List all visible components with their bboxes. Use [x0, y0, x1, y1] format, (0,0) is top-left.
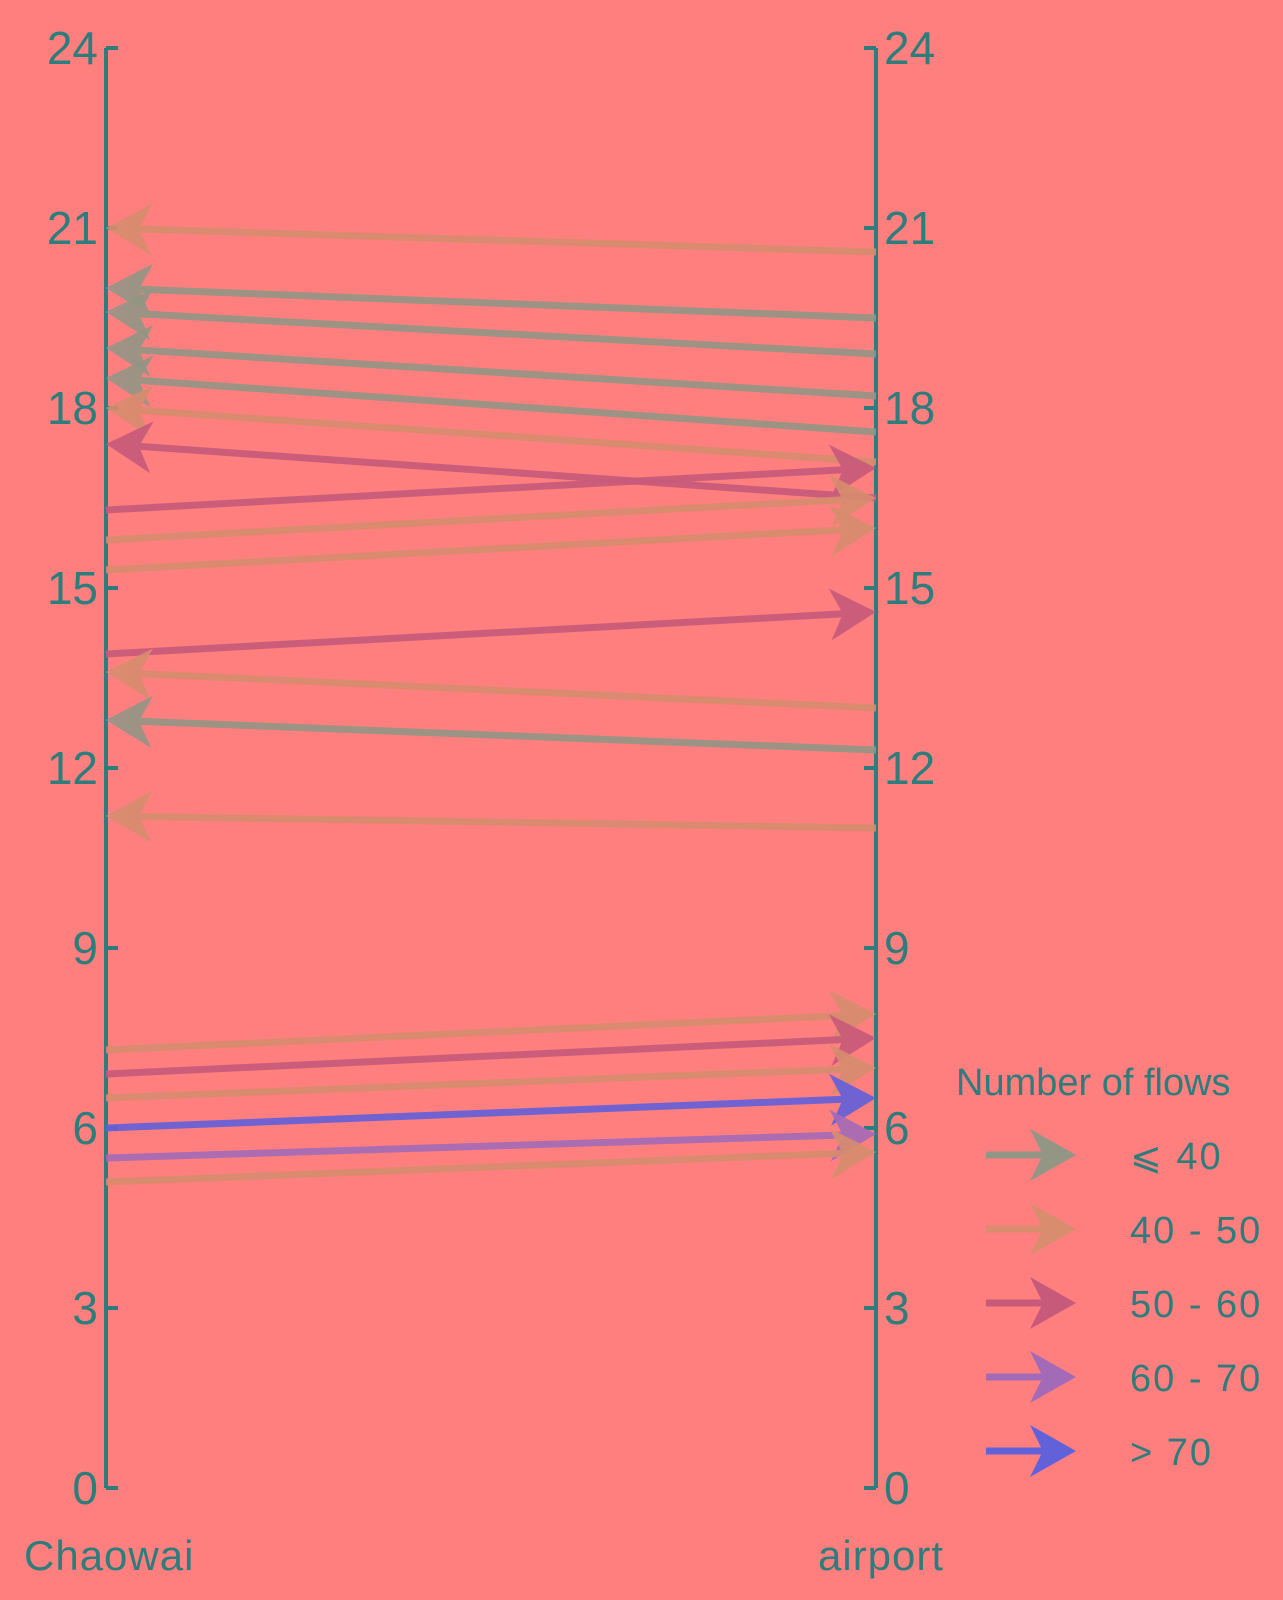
right-axis-label: airport: [818, 1532, 944, 1579]
flow-arrow: [106, 263, 877, 322]
flow-arrow: [105, 474, 876, 544]
left-axis-label: Chaowai: [24, 1532, 194, 1579]
flow-arrow-shaft: [137, 310, 877, 358]
flow-arrow: [105, 1073, 876, 1132]
flow-arrow-shaft: [138, 813, 877, 832]
flow-arrow-head: [828, 504, 876, 557]
left-tick-label: 18: [47, 382, 98, 434]
flow-arrow-head: [106, 648, 154, 701]
flow-arrow: [106, 695, 877, 754]
flow-arrow-head: [829, 1127, 876, 1180]
right-tick-label: 3: [884, 1282, 910, 1334]
flow-arrow-shaft: [137, 442, 877, 502]
flow-arrow-head: [106, 790, 153, 843]
flow-arrow-shaft: [105, 466, 845, 514]
flow-arrow-head: [106, 421, 154, 474]
right-tick-label: 21: [884, 202, 935, 254]
flow-arrow-head: [1030, 1425, 1076, 1477]
flow-arrow-head: [1030, 1129, 1076, 1181]
flow-arrow: [106, 385, 877, 466]
left-tick-label: 3: [72, 1282, 98, 1334]
flow-arrow-shaft: [105, 1149, 844, 1186]
legend-arrow-icon: [986, 1129, 1076, 1181]
flow-arrow-shaft: [105, 610, 845, 658]
right-tick-label: 18: [884, 382, 935, 434]
flow-arrow-shaft: [105, 526, 845, 574]
flow-arrow-head: [106, 203, 153, 256]
flow-arrow: [105, 1127, 876, 1186]
flow-arrow: [106, 288, 877, 358]
flow-arrow-shaft: [137, 346, 877, 400]
flow-arrow-head: [106, 288, 154, 341]
left-tick-label: 21: [47, 202, 98, 254]
flow-arrow: [106, 790, 877, 843]
left-tick-label: 24: [47, 22, 98, 74]
legend-label: 50 - 60: [1130, 1284, 1262, 1326]
legend-label: ⩽ 40: [1130, 1136, 1223, 1178]
right-tick-label: 0: [884, 1462, 910, 1514]
legend-label: 40 - 50: [1130, 1210, 1262, 1252]
flow-arrow-head: [829, 1073, 876, 1126]
flow-arrow-shaft: [105, 1131, 844, 1162]
flow-arrow-shaft: [105, 496, 845, 544]
legend: Number of flows ⩽ 40 40 - 50 50 - 60 60 - 7…: [956, 1062, 1262, 1477]
flows-layer: [105, 203, 877, 1186]
flow-arrow-shaft: [105, 1012, 844, 1054]
left-tick-label: 9: [72, 922, 98, 974]
flow-arrow-head: [828, 588, 876, 641]
legend-title: Number of flows: [956, 1062, 1231, 1104]
flow-arrow: [106, 355, 877, 436]
flow-arrow-shaft: [105, 1065, 844, 1102]
flow-arrow-head: [106, 695, 153, 748]
axes-layer: 0 0 3 3 6 6 9 9 12 12 15 15 18 18 21 21 24 24: [47, 22, 935, 1514]
flow-arrow-shaft: [138, 670, 877, 712]
flow-arrow-head: [1030, 1277, 1076, 1329]
left-tick-label: 15: [47, 562, 98, 614]
flow-arrow-shaft: [137, 406, 877, 466]
flow-arrow-head: [1030, 1203, 1076, 1255]
flow-arrow-shaft: [137, 376, 877, 436]
flow-arrow-shaft: [138, 717, 877, 754]
legend-arrow-icon: [986, 1203, 1076, 1255]
flow-arrow: [105, 588, 876, 658]
right-tick-label: 6: [884, 1102, 910, 1154]
flow-arrow: [106, 421, 877, 502]
left-tick-label: 12: [47, 742, 98, 794]
right-tick-label: 9: [884, 922, 910, 974]
right-tick-label: 15: [884, 562, 935, 614]
left-tick-label: 0: [72, 1462, 98, 1514]
flow-arrow: [106, 203, 877, 256]
flow-arrow-shaft: [138, 225, 877, 256]
flow-arrow: [105, 504, 876, 574]
flow-arrow-shaft: [138, 285, 877, 322]
flow-arrow-head: [106, 385, 154, 438]
flow-arrow-shaft: [105, 1036, 844, 1078]
left-tick-label: 6: [72, 1102, 98, 1154]
legend-label: 60 - 70: [1130, 1358, 1262, 1400]
flow-arrow: [106, 648, 877, 712]
legend-label: > 70: [1130, 1432, 1213, 1474]
flow-arrow-shaft: [105, 1095, 844, 1132]
right-tick-label: 24: [884, 22, 935, 74]
flow-arrow-head: [1030, 1351, 1076, 1403]
right-tick-label: 12: [884, 742, 935, 794]
legend-arrow-icon: [986, 1351, 1076, 1403]
legend-arrow-icon: [986, 1425, 1076, 1477]
legend-arrow-icon: [986, 1277, 1076, 1329]
